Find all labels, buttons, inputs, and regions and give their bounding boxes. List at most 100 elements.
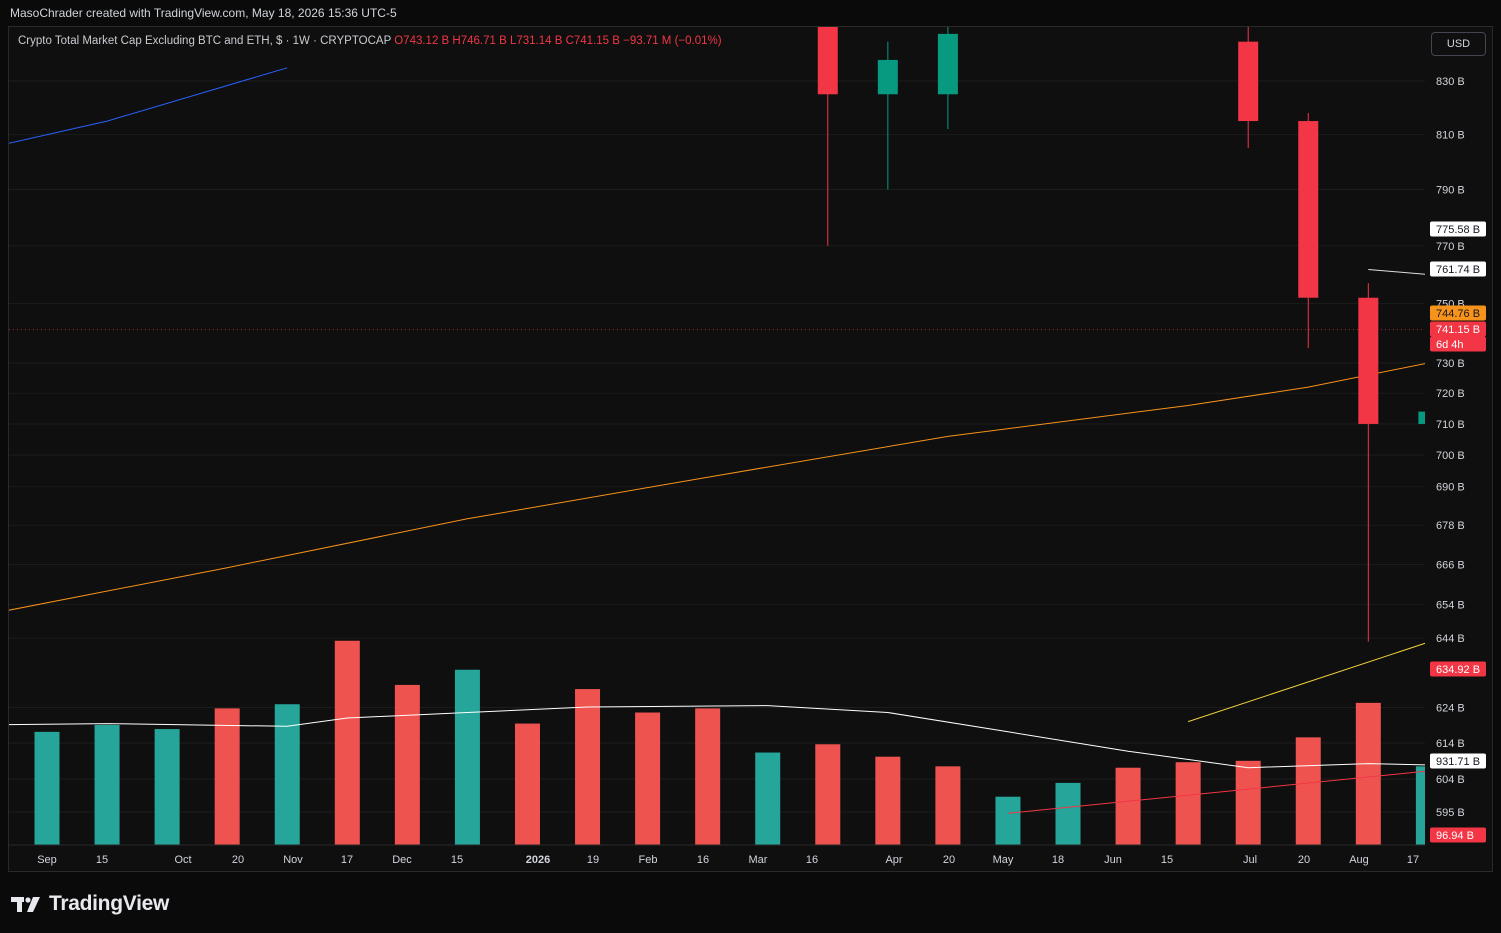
volume-bar-2025-11-30	[815, 744, 841, 845]
y-axis-tick-label: 614 B	[1436, 738, 1465, 750]
volume-bar-2025-09-21	[214, 708, 240, 845]
price-ma-orange-line	[9, 363, 1425, 611]
volume-bar-2026-01-11	[1175, 762, 1201, 845]
y-axis-tick-label: 595 B	[1436, 807, 1465, 819]
price-label-bg	[1430, 321, 1486, 337]
volume-bar-2025-11-23	[755, 752, 781, 845]
price-label: 6d 4h	[1436, 339, 1464, 351]
x-axis-tick-label: 17	[341, 854, 353, 866]
volume-bar-2025-12-14	[935, 766, 961, 845]
x-axis-tick-label: Sep	[37, 854, 57, 866]
volume-bar-2026-01-18	[1235, 760, 1261, 845]
volume-bar-2025-10-12	[394, 684, 420, 845]
x-axis-tick-label: 20	[232, 854, 244, 866]
volume-bar-2025-12-21	[995, 796, 1021, 845]
y-axis-tick-label: 810 B	[1436, 130, 1465, 142]
volume-bar-2026-02-08	[1415, 766, 1425, 845]
x-axis-tick-label: 15	[96, 854, 108, 866]
x-axis-tick-label: Apr	[885, 854, 902, 866]
candle-body-2026-02-15	[1478, 412, 1498, 449]
price-label-bg	[1430, 221, 1486, 237]
x-axis-tick-label: 17	[1407, 854, 1419, 866]
volume-bar-2025-11-09	[635, 712, 661, 845]
price-label-bg	[1430, 261, 1486, 277]
volume-bar-2025-09-14	[154, 729, 180, 845]
x-axis-tick-label: Aug	[1349, 854, 1369, 866]
price-label-bg	[1430, 336, 1486, 352]
x-axis-tick-label: Nov	[283, 854, 303, 866]
y-axis-tick-label: 666 B	[1436, 559, 1465, 571]
volume-bar-2026-01-04	[1115, 767, 1141, 845]
volume-long-ma-line	[1007, 770, 1425, 814]
x-axis-tick-label: 20	[943, 854, 955, 866]
price-label: 761.74 B	[1436, 264, 1480, 276]
y-axis-tick-label: 654 B	[1436, 599, 1465, 611]
y-axis-tick-label: 770 B	[1436, 241, 1465, 253]
price-label-bg	[1430, 827, 1486, 843]
price-label: 96.94 B	[1436, 830, 1474, 842]
trendline-yellow	[1187, 642, 1425, 723]
chart-plot-area[interactable]	[8, 26, 1493, 872]
candle-body-2026-01-25	[1298, 121, 1319, 298]
x-axis-tick-label: 18	[1052, 854, 1064, 866]
attribution-text: MasoChrader created with TradingView.com…	[10, 6, 397, 20]
x-axis-tick-label: 16	[806, 854, 818, 866]
x-axis-tick-label: May	[993, 854, 1014, 866]
currency-button[interactable]: USD	[1431, 32, 1486, 56]
price-label: 741.15 B	[1436, 324, 1480, 336]
x-axis-tick-label: 15	[1161, 854, 1173, 866]
volume-bar-2025-11-16	[695, 708, 721, 845]
price-ma-blue-line	[9, 67, 288, 144]
x-axis-tick-label: 2026	[526, 854, 550, 866]
x-axis-tick-label: 19	[587, 854, 599, 866]
volume-bar-2025-10-05	[334, 640, 360, 845]
symbol-legend: Crypto Total Market Cap Excluding BTC an…	[18, 35, 722, 47]
x-axis-tick-label: Feb	[639, 854, 658, 866]
candle-body-2026-02-08	[1418, 411, 1425, 424]
volume-bar-2026-02-01	[1355, 702, 1381, 845]
price-label: 775.58 B	[1436, 224, 1480, 236]
volume-bar-2026-01-25	[1295, 737, 1321, 845]
volume-bar-2025-12-07	[875, 756, 901, 845]
y-axis-tick-label: 604 B	[1436, 774, 1465, 786]
y-axis-tick-label: 710 B	[1436, 419, 1465, 431]
legend-title: Crypto Total Market Cap Excluding BTC an…	[18, 35, 392, 47]
candle-body-2025-12-07	[877, 59, 898, 95]
volume-ma-line	[9, 705, 1425, 769]
y-axis-tick-label: 700 B	[1436, 450, 1465, 462]
price-label-bg	[1430, 753, 1486, 769]
legend-ohlc: O743.12 B H746.71 B L731.14 B C741.15 B …	[394, 35, 722, 47]
price-label: 634.92 B	[1436, 664, 1480, 676]
y-axis-tick-label: 678 B	[1436, 520, 1465, 532]
volume-bar-2025-09-07	[94, 724, 120, 845]
volume-bar-2025-10-19	[454, 669, 480, 845]
x-axis-tick-label: 16	[697, 854, 709, 866]
y-axis-tick-label: 790 B	[1436, 184, 1465, 196]
x-axis-tick-label: Mar	[749, 854, 768, 866]
plot-layer	[9, 27, 1498, 845]
x-axis-tick-label: 15	[451, 854, 463, 866]
y-axis-tick-label: 730 B	[1436, 358, 1465, 370]
x-axis-tick-label: 20	[1298, 854, 1310, 866]
price-label: 744.76 B	[1436, 308, 1480, 320]
x-axis-tick-label: Jul	[1243, 854, 1257, 866]
y-axis-tick-label: 644 B	[1436, 633, 1465, 645]
y-axis-tick-label: 690 B	[1436, 482, 1465, 494]
volume-bar-2025-11-02	[575, 689, 601, 845]
y-axis-tick-label: 624 B	[1436, 702, 1465, 714]
x-axis-tick-label: Jun	[1104, 854, 1122, 866]
price-label-bg	[1430, 661, 1486, 677]
tradingview-logo-icon	[11, 897, 40, 912]
volume-bar-2025-12-28	[1055, 782, 1081, 845]
candle-body-2026-02-01	[1358, 297, 1379, 424]
y-axis-tick-label: 830 B	[1436, 76, 1465, 88]
brand-name: TradingView	[49, 892, 170, 915]
candle-body-2025-11-30	[817, 27, 838, 95]
y-axis-tick-label: 720 B	[1436, 388, 1465, 400]
tradingview-logo[interactable]: TradingView	[11, 891, 169, 917]
volume-bar-2025-08-31	[34, 731, 60, 845]
candle-body-2026-01-18	[1238, 41, 1259, 122]
volume-bar-2025-10-26	[514, 723, 540, 845]
